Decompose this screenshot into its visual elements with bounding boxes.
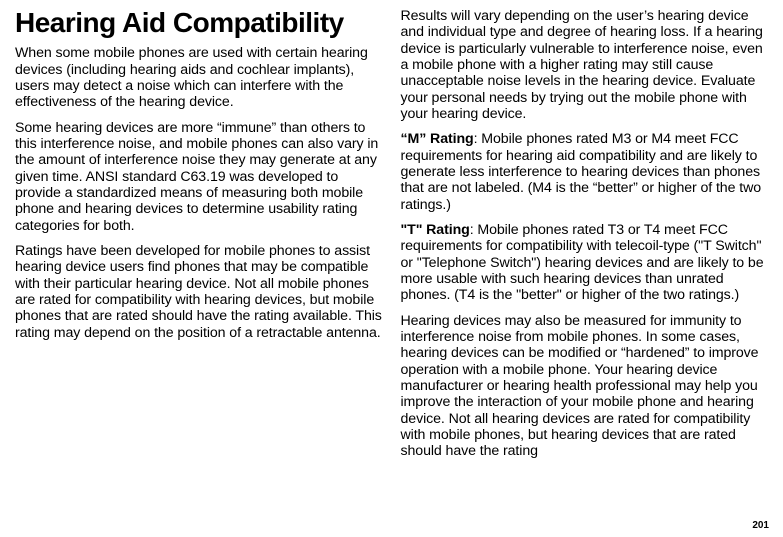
m-rating-label: “M” Rating — [401, 131, 474, 147]
document-page: Hearing Aid Compatibility When some mobi… — [0, 0, 783, 537]
left-paragraph-2: Some hearing devices are more “immune” t… — [15, 120, 383, 234]
heading-hearing-aid-compatibility: Hearing Aid Compatibility — [15, 8, 383, 37]
right-paragraph-2: “M” Rating: Mobile phones rated M3 or M4… — [401, 131, 769, 213]
right-paragraph-4: Hearing devices may also be measured for… — [401, 313, 769, 460]
left-paragraph-1: When some mobile phones are used with ce… — [15, 45, 383, 110]
right-paragraph-1: Results will vary depending on the user’… — [401, 8, 769, 122]
t-rating-label: "T" Rating — [401, 222, 470, 238]
page-number: 201 — [752, 520, 769, 531]
right-paragraph-3: "T" Rating: Mobile phones rated T3 or T4… — [401, 222, 769, 304]
left-column: Hearing Aid Compatibility When some mobi… — [15, 8, 383, 537]
left-paragraph-3: Ratings have been developed for mobile p… — [15, 243, 383, 341]
right-column: Results will vary depending on the user’… — [401, 8, 769, 537]
